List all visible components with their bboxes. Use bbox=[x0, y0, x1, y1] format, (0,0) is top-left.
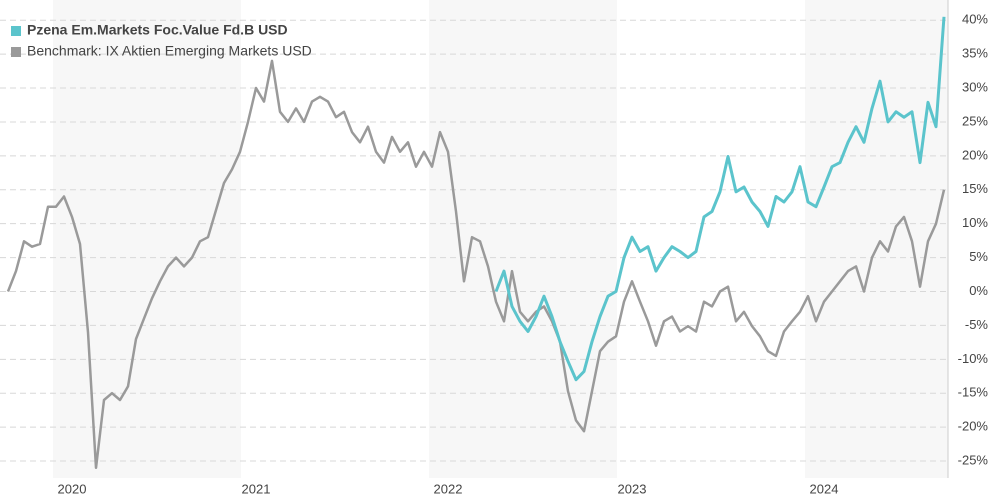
y-tick-label: 5% bbox=[969, 249, 988, 264]
y-tick-label: -15% bbox=[958, 385, 989, 400]
y-tick-label: 0% bbox=[969, 283, 988, 298]
y-tick-label: 25% bbox=[962, 113, 988, 128]
legend-swatch bbox=[11, 47, 21, 57]
y-tick-label: 10% bbox=[962, 215, 988, 230]
y-tick-label: -25% bbox=[958, 452, 989, 467]
legend-label: Pzena Em.Markets Foc.Value Fd.B USD bbox=[27, 22, 288, 38]
y-tick-label: -5% bbox=[965, 317, 989, 332]
series-line bbox=[6, 59, 946, 470]
legend-swatch bbox=[11, 26, 21, 36]
x-tick-label: 2021 bbox=[242, 481, 271, 496]
y-tick-label: 40% bbox=[962, 12, 988, 27]
x-tick-label: 2023 bbox=[618, 481, 647, 496]
y-tick-label: 35% bbox=[962, 46, 988, 61]
year-band bbox=[53, 0, 241, 478]
y-tick-label: 30% bbox=[962, 79, 988, 94]
year-band bbox=[805, 0, 948, 478]
y-tick-label: 15% bbox=[962, 181, 988, 196]
x-tick-label: 2024 bbox=[810, 481, 839, 496]
legend-label: Benchmark: IX Aktien Emerging Markets US… bbox=[27, 43, 312, 59]
x-tick-label: 2022 bbox=[434, 481, 463, 496]
y-tick-label: -10% bbox=[958, 351, 989, 366]
y-tick-label: -20% bbox=[958, 419, 989, 434]
x-tick-label: 2020 bbox=[58, 481, 87, 496]
series-line bbox=[494, 16, 946, 382]
y-tick-label: 20% bbox=[962, 147, 988, 162]
